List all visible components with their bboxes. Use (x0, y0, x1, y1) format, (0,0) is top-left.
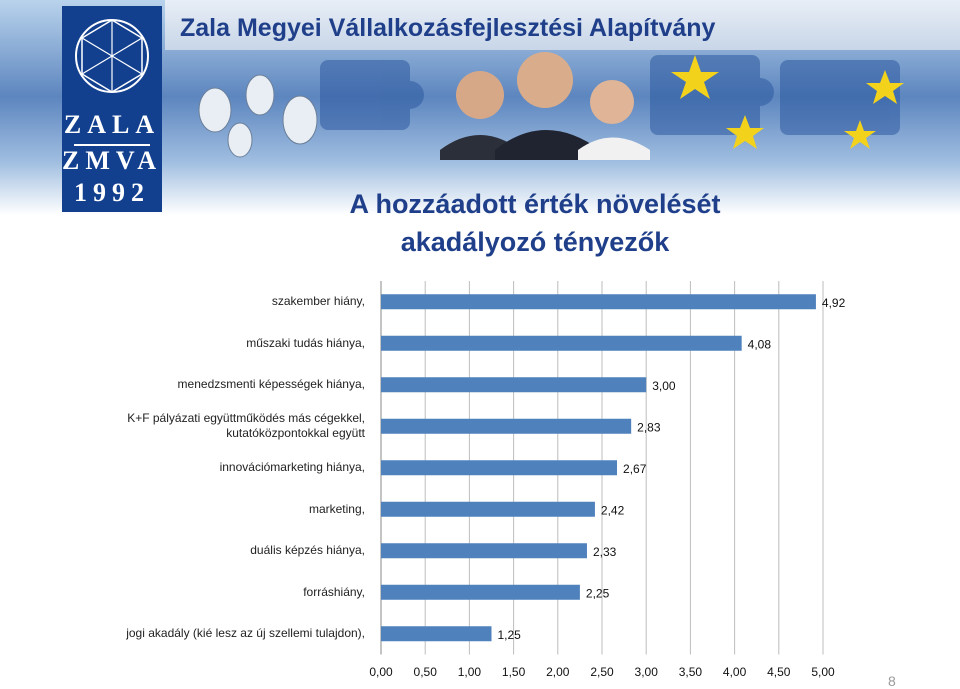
data-label: 2,67 (623, 462, 647, 476)
data-label: 4,08 (748, 337, 772, 351)
x-tick-label: 2,00 (546, 665, 570, 679)
x-tick-label: 2,50 (590, 665, 614, 679)
bar (381, 377, 647, 393)
x-tick-label: 3,50 (679, 665, 703, 679)
category-label: innovációmarketing hiánya, (219, 460, 365, 475)
x-tick-label: 3,00 (635, 665, 659, 679)
bar (381, 626, 492, 642)
data-label: 2,42 (601, 503, 625, 517)
header-banner: ZALA ZMVA 1992 Zala Megyei Vállalkozásfe… (0, 0, 960, 215)
category-label: műszaki tudás hiánya, (246, 335, 365, 350)
category-label: K+F pályázati együttműködés más cégekkel… (127, 411, 365, 441)
category-label: marketing, (308, 501, 365, 516)
chart-x-ticks: 0,00 0,50 1,00 1,50 2,00 2,50 3,00 3,50 4,00 4,50… (369, 665, 835, 679)
category-label: duális képzés hiánya, (250, 543, 365, 558)
chart-bars (381, 294, 816, 642)
chart-data-labels: 4,92 4,08 3,00 2,83 2,67 2,42 2,33 2,25 1,25 (498, 296, 846, 642)
page-title: A hozzáadott érték növelését akadályozó … (280, 185, 790, 261)
logo-divider (74, 144, 150, 146)
globe-icon (75, 19, 149, 93)
logo-line-1: ZALA (63, 110, 161, 139)
data-label: 3,00 (652, 379, 676, 393)
page-title-line-1: A hozzáadott érték növelését (349, 189, 721, 219)
bar (381, 418, 632, 434)
bar (381, 335, 742, 351)
category-label: menedzsmenti képességek hiánya, (177, 377, 365, 392)
x-tick-label: 5,00 (811, 665, 835, 679)
data-label: 2,83 (637, 420, 661, 434)
data-label: 1,25 (498, 628, 522, 642)
x-tick-label: 0,00 (369, 665, 393, 679)
data-label: 2,33 (593, 545, 617, 559)
page-title-line-2: akadályozó tényezők (400, 227, 670, 257)
category-label: jogi akadály (kié lesz az új szellemi tu… (126, 626, 365, 641)
bar (381, 584, 580, 600)
bar (381, 543, 587, 559)
chart-grid (380, 281, 824, 655)
logo-line-2: ZMVA (62, 146, 163, 175)
category-label: szakember hiány, (271, 294, 365, 309)
bar (381, 460, 618, 476)
x-tick-label: 1,50 (502, 665, 526, 679)
x-tick-label: 4,00 (723, 665, 747, 679)
data-label: 2,25 (586, 586, 610, 600)
x-tick-label: 1,00 (458, 665, 482, 679)
bar (381, 501, 595, 517)
bar (381, 294, 816, 310)
logo-line-3: 1992 (74, 178, 150, 207)
x-tick-label: 0,50 (414, 665, 438, 679)
org-name: Zala Megyei Vállalkozásfejlesztési Alapí… (180, 14, 716, 42)
page-number: 8 (888, 673, 896, 689)
zmva-logo: ZALA ZMVA 1992 (62, 6, 162, 212)
data-label: 4,92 (822, 296, 846, 310)
x-tick-label: 4,50 (767, 665, 791, 679)
category-label: forráshiány, (303, 584, 365, 599)
